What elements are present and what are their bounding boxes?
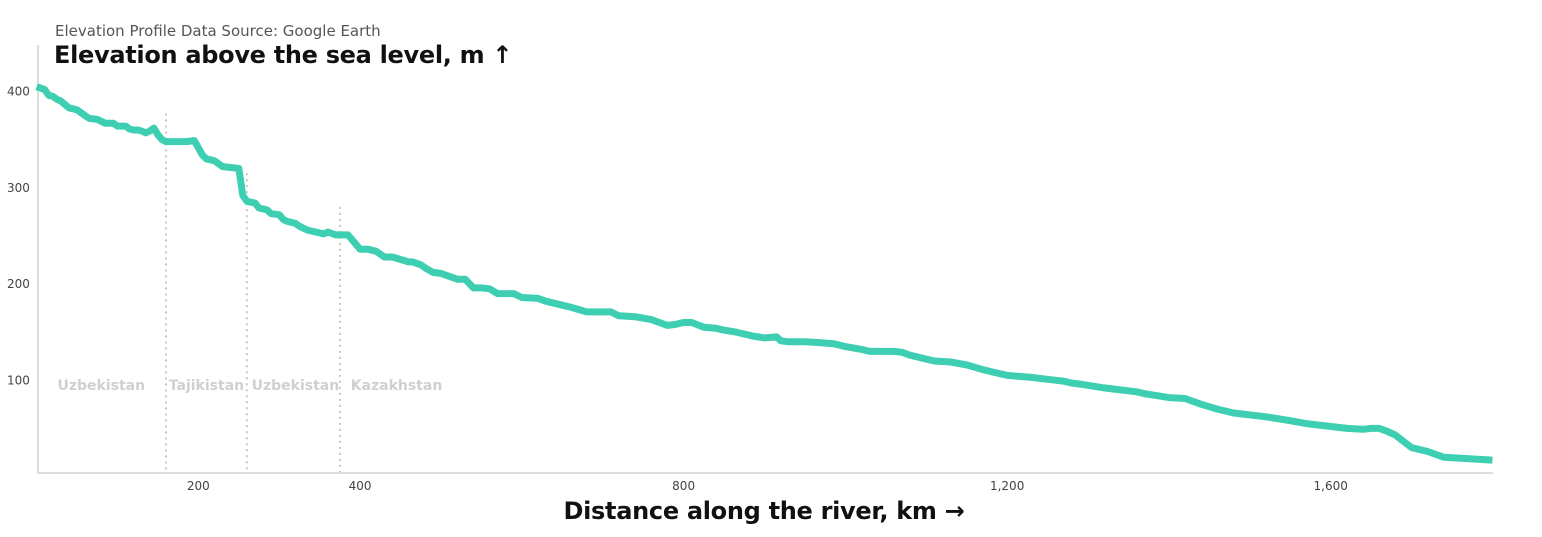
x-tick-label: 200: [187, 479, 210, 493]
series-group: [35, 83, 1493, 464]
x-axis-label: Distance along the river, km →: [563, 497, 965, 525]
elevation-line: [35, 83, 1493, 464]
y-tick-label: 300: [7, 181, 30, 195]
region-label: Uzbekistan: [252, 378, 340, 394]
axes: [37, 45, 1493, 474]
region-label: Kazakhstan: [351, 378, 443, 394]
y-tick-label: 400: [7, 85, 30, 99]
region-labels: Uzbekistan Tajikistan Uzbekistan Kazakhstan: [58, 378, 443, 394]
x-tick-label: 1,200: [990, 479, 1024, 493]
region-label: Uzbekistan: [58, 378, 146, 394]
y-tick-label: 200: [7, 277, 30, 291]
tick-labels: 200 400 800 1,200 1,600 100 200 300 400: [7, 85, 1348, 494]
border-lines: [165, 113, 341, 473]
y-tick-label: 100: [7, 373, 30, 387]
x-tick-label: 1,600: [1314, 479, 1348, 493]
y-axis-label: Elevation above the sea level, m ↑: [54, 41, 513, 69]
x-tick-label: 800: [672, 479, 695, 493]
source-note: Elevation Profile Data Source: Google Ea…: [55, 22, 381, 40]
region-label: Tajikistan: [169, 378, 244, 394]
x-tick-label: 400: [349, 479, 372, 493]
